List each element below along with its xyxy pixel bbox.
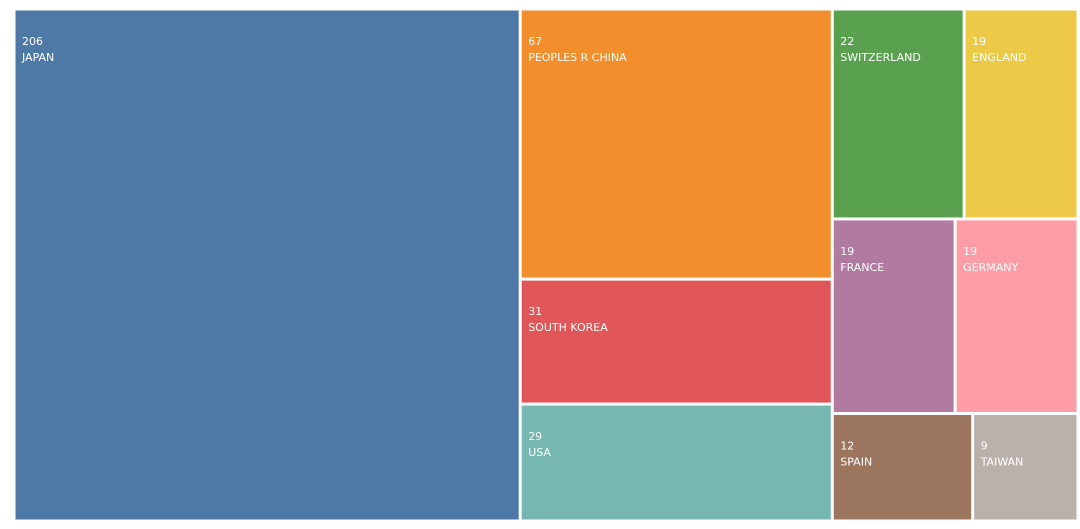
tile-label: JAPAN [21,51,54,64]
tile-label: PEOPLES R CHINA [528,51,627,64]
tile-label: USA [528,446,551,459]
tile-label: GERMANY [963,261,1018,274]
tile-value: 206 [22,35,43,48]
tile-value: 12 [840,439,854,452]
tile [521,10,831,278]
tile-label: SPAIN [840,455,872,468]
tile [521,405,831,520]
tile [15,10,519,520]
tile [965,10,1077,218]
tile [521,280,831,403]
tile [833,10,963,218]
tile [956,220,1077,412]
tile [833,220,954,412]
tile-label: FRANCE [840,261,884,274]
tile [833,414,972,520]
tile-value: 9 [981,439,988,452]
tile-label: TAIWAN [980,455,1024,468]
tile-label: ENGLAND [972,51,1026,64]
tile-value: 19 [972,35,986,48]
tile-value: 19 [840,245,854,258]
tile-value: 31 [528,305,542,318]
tile-label: SWITZERLAND [840,51,921,64]
tile-value: 67 [528,35,542,48]
tile-value: 22 [840,35,854,48]
tile-label: SOUTH KOREA [528,321,608,334]
tile [974,414,1077,520]
tile-value: 19 [963,245,977,258]
tile-value: 29 [528,430,542,443]
